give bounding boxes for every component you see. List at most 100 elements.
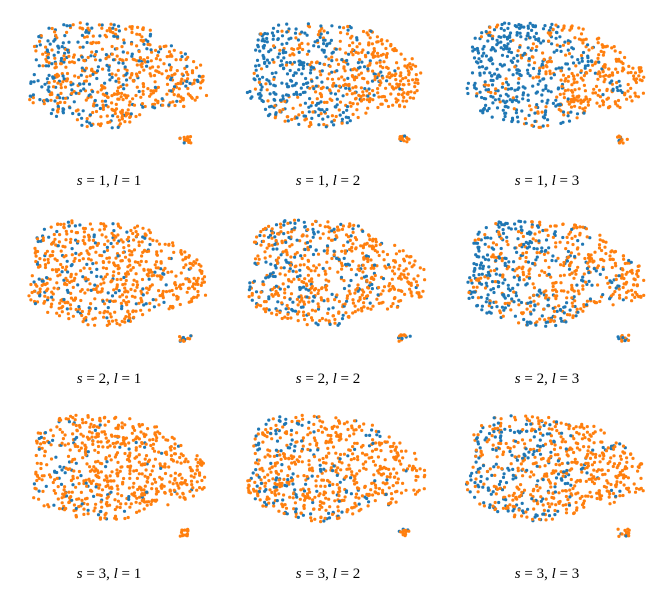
- scatter-point-blue: [121, 61, 125, 65]
- scatter-point-blue: [574, 314, 578, 318]
- scatter-point-orange: [307, 279, 312, 283]
- scatter-point-orange: [39, 34, 43, 38]
- scatter-point-orange: [159, 277, 163, 281]
- scatter-point-orange: [274, 469, 278, 474]
- scatter-point-orange: [154, 48, 158, 53]
- scatter-point-blue: [325, 86, 329, 90]
- scatter-point-orange: [566, 111, 570, 115]
- scatter-point-orange: [402, 257, 406, 261]
- scatter-point-orange: [270, 243, 274, 247]
- scatter-point-blue: [521, 93, 525, 97]
- scatter-point-orange: [48, 277, 52, 281]
- scatter-point-orange: [313, 309, 318, 313]
- scatter-point-orange: [62, 255, 66, 259]
- scatter-point-orange: [59, 82, 63, 87]
- scatter-point-orange: [150, 283, 154, 287]
- scatter-point-orange: [343, 251, 347, 255]
- scatter-point-blue: [540, 62, 544, 66]
- scatter-point-orange: [100, 488, 105, 492]
- scatter-point-blue: [261, 280, 265, 284]
- scatter-point-orange: [614, 277, 618, 282]
- scatter-point-orange: [351, 301, 355, 305]
- scatter-point-blue: [534, 323, 538, 327]
- scatter-point-orange: [528, 267, 532, 271]
- scatter-point-blue: [55, 229, 59, 234]
- scatter-point-orange: [62, 222, 66, 226]
- scatter-point-orange: [392, 265, 396, 269]
- scatter-point-orange: [297, 277, 301, 282]
- scatter-point-orange: [86, 26, 90, 30]
- scatter-point-orange: [499, 236, 503, 240]
- scatter-point-blue: [349, 234, 353, 238]
- scatter-point-orange: [573, 36, 577, 40]
- scatter-point-orange: [254, 489, 258, 493]
- scatter-point-orange: [516, 49, 520, 53]
- scatter-point-orange: [413, 91, 417, 95]
- scatter-point-blue: [288, 267, 292, 271]
- scatter-point-orange: [626, 71, 630, 75]
- scatter-point-orange: [127, 441, 131, 445]
- scatter-point-orange: [312, 264, 316, 268]
- scatter-point-blue: [188, 81, 192, 85]
- scatter-point-orange: [200, 460, 204, 464]
- scatter-point-blue: [270, 31, 274, 35]
- scatter-point-orange: [340, 461, 344, 465]
- scatter-point-blue: [526, 93, 530, 97]
- scatter-point-blue: [478, 266, 482, 270]
- scatter-point-orange: [94, 482, 99, 486]
- scatter-point-orange: [139, 430, 143, 434]
- scatter-point-blue: [58, 465, 62, 469]
- scatter-point-orange: [69, 307, 73, 311]
- scatter-point-orange: [323, 272, 328, 276]
- scatter-point-blue: [507, 226, 511, 230]
- scatter-point-blue: [480, 95, 484, 100]
- scatter-point-orange: [161, 435, 165, 439]
- scatter-point-blue: [531, 84, 535, 88]
- scatter-point-orange: [178, 495, 182, 499]
- scatter-point-blue: [562, 311, 566, 315]
- scatter-point-blue: [287, 27, 291, 31]
- scatter-point-orange: [570, 83, 574, 87]
- scatter-point-orange: [574, 64, 578, 68]
- scatter-point-orange: [592, 300, 596, 304]
- scatter-point-orange: [173, 281, 177, 286]
- scatter-point-orange: [117, 77, 121, 81]
- scatter-point-orange: [79, 432, 83, 436]
- scatter-point-orange: [494, 243, 499, 247]
- scatter-point-orange: [70, 279, 74, 283]
- scatter-point-orange: [328, 97, 332, 101]
- scatter-point-orange: [123, 255, 128, 259]
- scatter-point-blue: [85, 22, 89, 26]
- scatter-point-blue: [497, 255, 501, 259]
- scatter-point-orange: [618, 296, 622, 300]
- scatter-point-orange: [173, 442, 177, 446]
- scatter-point-orange: [302, 263, 306, 267]
- scatter-point-blue: [510, 87, 514, 91]
- scatter-point-orange: [598, 299, 602, 304]
- scatter-point-orange: [146, 268, 150, 272]
- scatter-point-orange: [134, 446, 138, 450]
- scatter-point-orange: [81, 434, 85, 438]
- scatter-point-blue: [121, 83, 125, 87]
- scatter-point-blue: [288, 221, 292, 225]
- scatter-point-orange: [128, 505, 132, 509]
- scatter-point-orange: [584, 280, 588, 284]
- scatter-point-orange: [151, 238, 155, 242]
- scatter-point-orange: [146, 476, 150, 480]
- scatter-point-orange: [101, 266, 105, 270]
- scatter-point-orange: [295, 431, 299, 435]
- scatter-point-orange: [359, 94, 363, 98]
- scatter-point-orange: [65, 300, 70, 304]
- scatter-point-orange: [572, 276, 576, 280]
- scatter-point-orange: [51, 250, 55, 254]
- scatter-point-orange: [289, 316, 293, 320]
- scatter-point-orange: [266, 99, 270, 103]
- scatter-point-orange: [118, 122, 122, 126]
- scatter-point-blue: [559, 49, 563, 54]
- scatter-point-orange: [367, 92, 372, 96]
- scatter-point-blue: [627, 258, 631, 263]
- scatter-point-orange: [343, 495, 347, 499]
- scatter-point-orange: [349, 458, 353, 462]
- scatter-point-orange: [395, 471, 399, 475]
- scatter-point-blue: [559, 308, 563, 312]
